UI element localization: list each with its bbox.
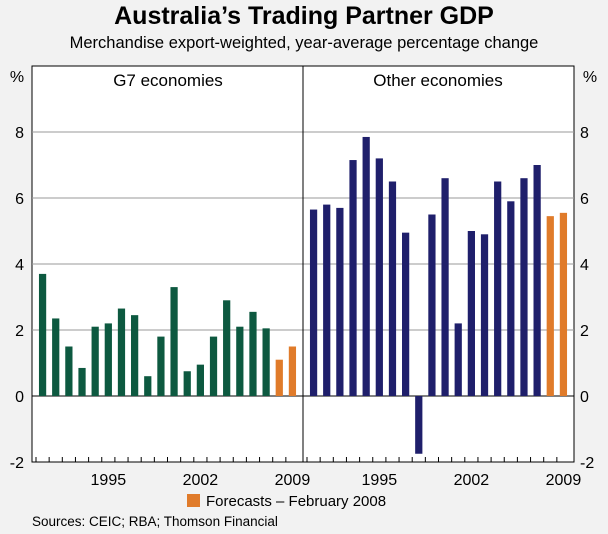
bar-other-1997	[402, 232, 410, 396]
y-tick-label-right: 4	[580, 257, 589, 274]
chart-title: Australia’s Trading Partner GDP	[114, 2, 494, 30]
bar-g7-2006	[249, 311, 257, 396]
forecast-bar-g7-2009	[288, 346, 297, 396]
legend-label: Forecasts – February 2008	[206, 493, 386, 510]
bar-other-1991	[323, 204, 331, 396]
y-tick-label-left: -2	[10, 455, 24, 472]
bar-g7-2003	[209, 336, 218, 396]
bar-other-2004	[494, 181, 502, 396]
bar-other-1993	[349, 160, 357, 396]
bar-other-2002	[467, 231, 475, 396]
bar-other-2001	[454, 323, 462, 396]
y-tick-label-right: 2	[580, 323, 589, 340]
x-tick-label-g7-2009: 2009	[275, 472, 311, 489]
bar-other-2007	[533, 165, 541, 396]
bar-g7-1999	[157, 336, 165, 396]
unit-right: %	[583, 69, 597, 86]
bar-g7-1991	[52, 318, 60, 396]
x-tick-label-other-2009: 2009	[546, 472, 582, 489]
bar-other-1995	[375, 158, 383, 396]
bar-g7-2002	[196, 364, 204, 396]
bar-g7-2007	[262, 328, 270, 396]
y-tick-label-right: 0	[580, 389, 589, 406]
bar-g7-1993	[78, 367, 86, 396]
bar-other-1994	[362, 136, 370, 396]
bars	[38, 136, 568, 454]
bar-g7-2000	[170, 287, 178, 396]
bar-g7-1995	[104, 323, 112, 396]
bar-other-2003	[480, 234, 489, 396]
bar-g7-2004	[223, 300, 231, 396]
y-tick-label-right: -2	[580, 455, 594, 472]
legend-swatch	[187, 494, 200, 507]
y-tick-label-left: 4	[15, 257, 24, 274]
chart-subtitle: Merchandise export-weighted, year-averag…	[69, 34, 539, 52]
bar-other-1996	[388, 181, 397, 396]
bar-other-1999	[428, 214, 436, 396]
x-tick-label-other-2002: 2002	[454, 472, 490, 489]
forecast-bar-other-2008	[546, 216, 554, 396]
bar-other-1992	[336, 207, 344, 396]
x-axis: 1995 2002 2009 1995 2002 2009	[35, 457, 582, 489]
bar-other-1998	[415, 396, 423, 454]
panel-title-other: Other economies	[373, 71, 502, 90]
bar-other-1990	[309, 209, 318, 396]
x-tick-label-other-1995: 1995	[362, 472, 398, 489]
bar-g7-1994	[91, 326, 99, 396]
y-tick-label-left: 8	[15, 125, 24, 142]
bar-other-2000	[441, 178, 449, 396]
forecast-bar-g7-2008	[275, 359, 283, 396]
y-axis: -2 -2 0 0 2 2 4 4 6 6 8 8	[10, 125, 595, 472]
forecast-bar-other-2009	[559, 212, 568, 396]
bar-other-2005	[507, 201, 515, 396]
bar-g7-1996	[117, 308, 126, 396]
bar-g7-1992	[65, 346, 73, 396]
panel-title-g7: G7 economies	[113, 71, 223, 90]
bar-g7-1997	[131, 315, 139, 396]
bar-g7-1998	[144, 376, 152, 396]
y-tick-label-left: 6	[15, 191, 24, 208]
y-tick-label-left: 0	[15, 389, 24, 406]
x-tick-label-g7-1995: 1995	[91, 472, 127, 489]
y-tick-label-left: 2	[15, 323, 24, 340]
unit-left: %	[10, 69, 24, 86]
bar-g7-2001	[183, 371, 191, 396]
y-tick-label-right: 8	[580, 125, 589, 142]
bar-g7-2005	[236, 326, 244, 396]
bar-g7-1990	[38, 273, 47, 396]
y-tick-label-right: 6	[580, 191, 589, 208]
source-note: Sources: CEIC; RBA; Thomson Financial	[32, 514, 278, 529]
x-tick-label-g7-2002: 2002	[183, 472, 219, 489]
bar-other-2006	[520, 178, 528, 396]
